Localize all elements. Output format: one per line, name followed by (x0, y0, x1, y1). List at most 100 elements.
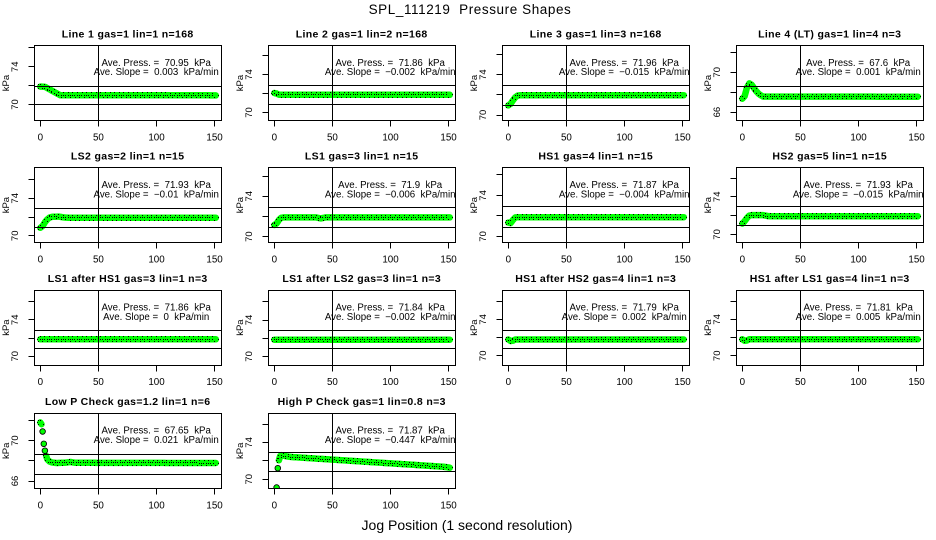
svg-text:50: 50 (93, 133, 104, 144)
svg-text:150: 150 (908, 133, 925, 144)
svg-text:150: 150 (908, 377, 925, 388)
svg-text:150: 150 (206, 133, 223, 144)
svg-text:kPa: kPa (703, 319, 714, 336)
svg-text:HS1 after LS1 gas=4 lin=1 n=3: HS1 after LS1 gas=4 lin=1 n=3 (750, 273, 910, 285)
svg-text:0: 0 (506, 377, 512, 388)
svg-text:Ave. Slope = −0.002 kPa/min: Ave. Slope = −0.002 kPa/min (325, 312, 456, 323)
svg-text:74: 74 (10, 315, 21, 326)
svg-text:70: 70 (10, 231, 21, 242)
svg-text:Ave. Press. = 71.87 kPa: Ave. Press. = 71.87 kPa (569, 180, 679, 191)
svg-text:74: 74 (244, 315, 255, 326)
svg-text:100: 100 (616, 255, 633, 266)
svg-text:50: 50 (561, 133, 572, 144)
svg-text:HS1 after HS2 gas=4 lin=1 n=3: HS1 after HS2 gas=4 lin=1 n=3 (515, 273, 676, 285)
svg-text:0: 0 (740, 255, 746, 266)
svg-text:150: 150 (206, 377, 223, 388)
svg-text:Ave. Slope = −0.004 kPa/min: Ave. Slope = −0.004 kPa/min (559, 189, 690, 200)
svg-text:0: 0 (38, 255, 44, 266)
svg-text:100: 100 (616, 133, 633, 144)
svg-text:74: 74 (244, 437, 255, 448)
svg-text:150: 150 (440, 255, 457, 266)
svg-text:Ave. Slope = −0.015 kPa/min: Ave. Slope = −0.015 kPa/min (559, 67, 690, 78)
svg-text:Ave. Press. = 71.9 kPa: Ave. Press. = 71.9 kPa (338, 180, 443, 191)
svg-text:kPa: kPa (235, 319, 246, 336)
svg-text:LS2 gas=2 lin=1 n=15: LS2 gas=2 lin=1 n=15 (71, 151, 185, 163)
svg-text:kPa: kPa (1, 196, 12, 213)
svg-text:kPa: kPa (1, 74, 12, 91)
svg-text:100: 100 (382, 500, 399, 511)
svg-text:74: 74 (244, 191, 255, 202)
svg-text:100: 100 (850, 133, 867, 144)
svg-text:Ave. Press. = 71.96 kPa: Ave. Press. = 71.96 kPa (569, 58, 679, 69)
svg-text:Ave. Press. = 71.93 kPa: Ave. Press. = 71.93 kPa (803, 180, 913, 191)
svg-text:74: 74 (10, 62, 21, 73)
svg-text:100: 100 (382, 255, 399, 266)
svg-text:150: 150 (674, 377, 691, 388)
svg-text:100: 100 (148, 255, 165, 266)
svg-text:150: 150 (206, 255, 223, 266)
svg-text:70: 70 (712, 351, 723, 362)
svg-text:LS1 after LS2 gas=3 lin=1 n=3: LS1 after LS2 gas=3 lin=1 n=3 (282, 273, 441, 285)
svg-text:Ave. Press. = 71.79 kPa: Ave. Press. = 71.79 kPa (569, 302, 679, 313)
svg-text:kPa: kPa (235, 74, 246, 91)
svg-text:50: 50 (327, 255, 338, 266)
svg-text:150: 150 (674, 133, 691, 144)
svg-text:74: 74 (478, 190, 489, 201)
svg-text:High P Check gas=1 lin=0.8 n=3: High P Check gas=1 lin=0.8 n=3 (278, 396, 446, 408)
svg-text:100: 100 (148, 500, 165, 511)
svg-text:50: 50 (561, 377, 572, 388)
svg-text:0: 0 (272, 133, 278, 144)
svg-text:Ave. Press. = 67.65 kPa: Ave. Press. = 67.65 kPa (101, 426, 211, 437)
svg-text:50: 50 (795, 377, 806, 388)
svg-text:Jog Position (1 second resolut: Jog Position (1 second resolution) (362, 517, 573, 533)
svg-text:74: 74 (244, 69, 255, 80)
svg-text:50: 50 (93, 500, 104, 511)
svg-text:50: 50 (327, 377, 338, 388)
svg-text:50: 50 (93, 255, 104, 266)
svg-text:100: 100 (382, 377, 399, 388)
svg-text:50: 50 (795, 133, 806, 144)
svg-text:Ave. Press. = 67.6 kPa: Ave. Press. = 67.6 kPa (806, 58, 911, 69)
svg-text:0: 0 (38, 500, 44, 511)
svg-text:150: 150 (206, 500, 223, 511)
svg-text:0: 0 (740, 377, 746, 388)
svg-text:74: 74 (712, 314, 723, 325)
svg-text:HS1 gas=4 lin=1 n=15: HS1 gas=4 lin=1 n=15 (538, 151, 653, 163)
svg-text:Line 4 (LT) gas=1 lin=4 n=3: Line 4 (LT) gas=1 lin=4 n=3 (758, 28, 901, 40)
svg-text:100: 100 (148, 133, 165, 144)
svg-text:kPa: kPa (1, 442, 12, 459)
svg-text:74: 74 (10, 193, 21, 204)
svg-text:LS1 after HS1 gas=3 lin=1 n=3: LS1 after HS1 gas=3 lin=1 n=3 (48, 273, 208, 285)
svg-text:Low P Check gas=1.2 lin=1 n=6: Low P Check gas=1.2 lin=1 n=6 (45, 396, 211, 408)
svg-text:70: 70 (10, 99, 21, 110)
svg-text:Ave. Slope = −0.006 kPa/min: Ave. Slope = −0.006 kPa/min (325, 189, 456, 200)
svg-text:kPa: kPa (235, 196, 246, 213)
svg-text:70: 70 (10, 435, 21, 446)
svg-text:kPa: kPa (469, 196, 480, 213)
svg-text:100: 100 (382, 133, 399, 144)
svg-text:Ave. Slope = −0.015 kPa/min: Ave. Slope = −0.015 kPa/min (793, 189, 924, 200)
svg-text:70: 70 (244, 231, 255, 242)
svg-text:50: 50 (93, 377, 104, 388)
svg-text:kPa: kPa (703, 74, 714, 91)
svg-text:Ave. Slope = −0.447 kPa/min: Ave. Slope = −0.447 kPa/min (325, 435, 456, 446)
svg-text:150: 150 (674, 255, 691, 266)
svg-text:LS1 gas=3 lin=1 n=15: LS1 gas=3 lin=1 n=15 (305, 151, 419, 163)
svg-text:SPL_111219 Pressure Shapes: SPL_111219 Pressure Shapes (369, 2, 572, 17)
svg-text:Ave. Slope = 0 kPa/min: Ave. Slope = 0 kPa/min (103, 312, 209, 323)
svg-text:100: 100 (850, 377, 867, 388)
svg-text:66: 66 (10, 476, 21, 487)
svg-text:70: 70 (478, 110, 489, 121)
svg-text:150: 150 (440, 133, 457, 144)
svg-text:70: 70 (244, 351, 255, 362)
svg-text:Ave. Press. = 71.81 kPa: Ave. Press. = 71.81 kPa (803, 302, 913, 313)
svg-text:Ave. Slope = 0.003 kPa/min: Ave. Slope = 0.003 kPa/min (94, 67, 219, 78)
svg-text:70: 70 (244, 474, 255, 485)
svg-text:Ave. Press. = 71.87 kPa: Ave. Press. = 71.87 kPa (335, 426, 445, 437)
svg-text:50: 50 (561, 255, 572, 266)
svg-text:150: 150 (440, 377, 457, 388)
svg-text:150: 150 (440, 500, 457, 511)
svg-text:kPa: kPa (469, 319, 480, 336)
svg-text:100: 100 (850, 255, 867, 266)
svg-text:74: 74 (478, 314, 489, 325)
